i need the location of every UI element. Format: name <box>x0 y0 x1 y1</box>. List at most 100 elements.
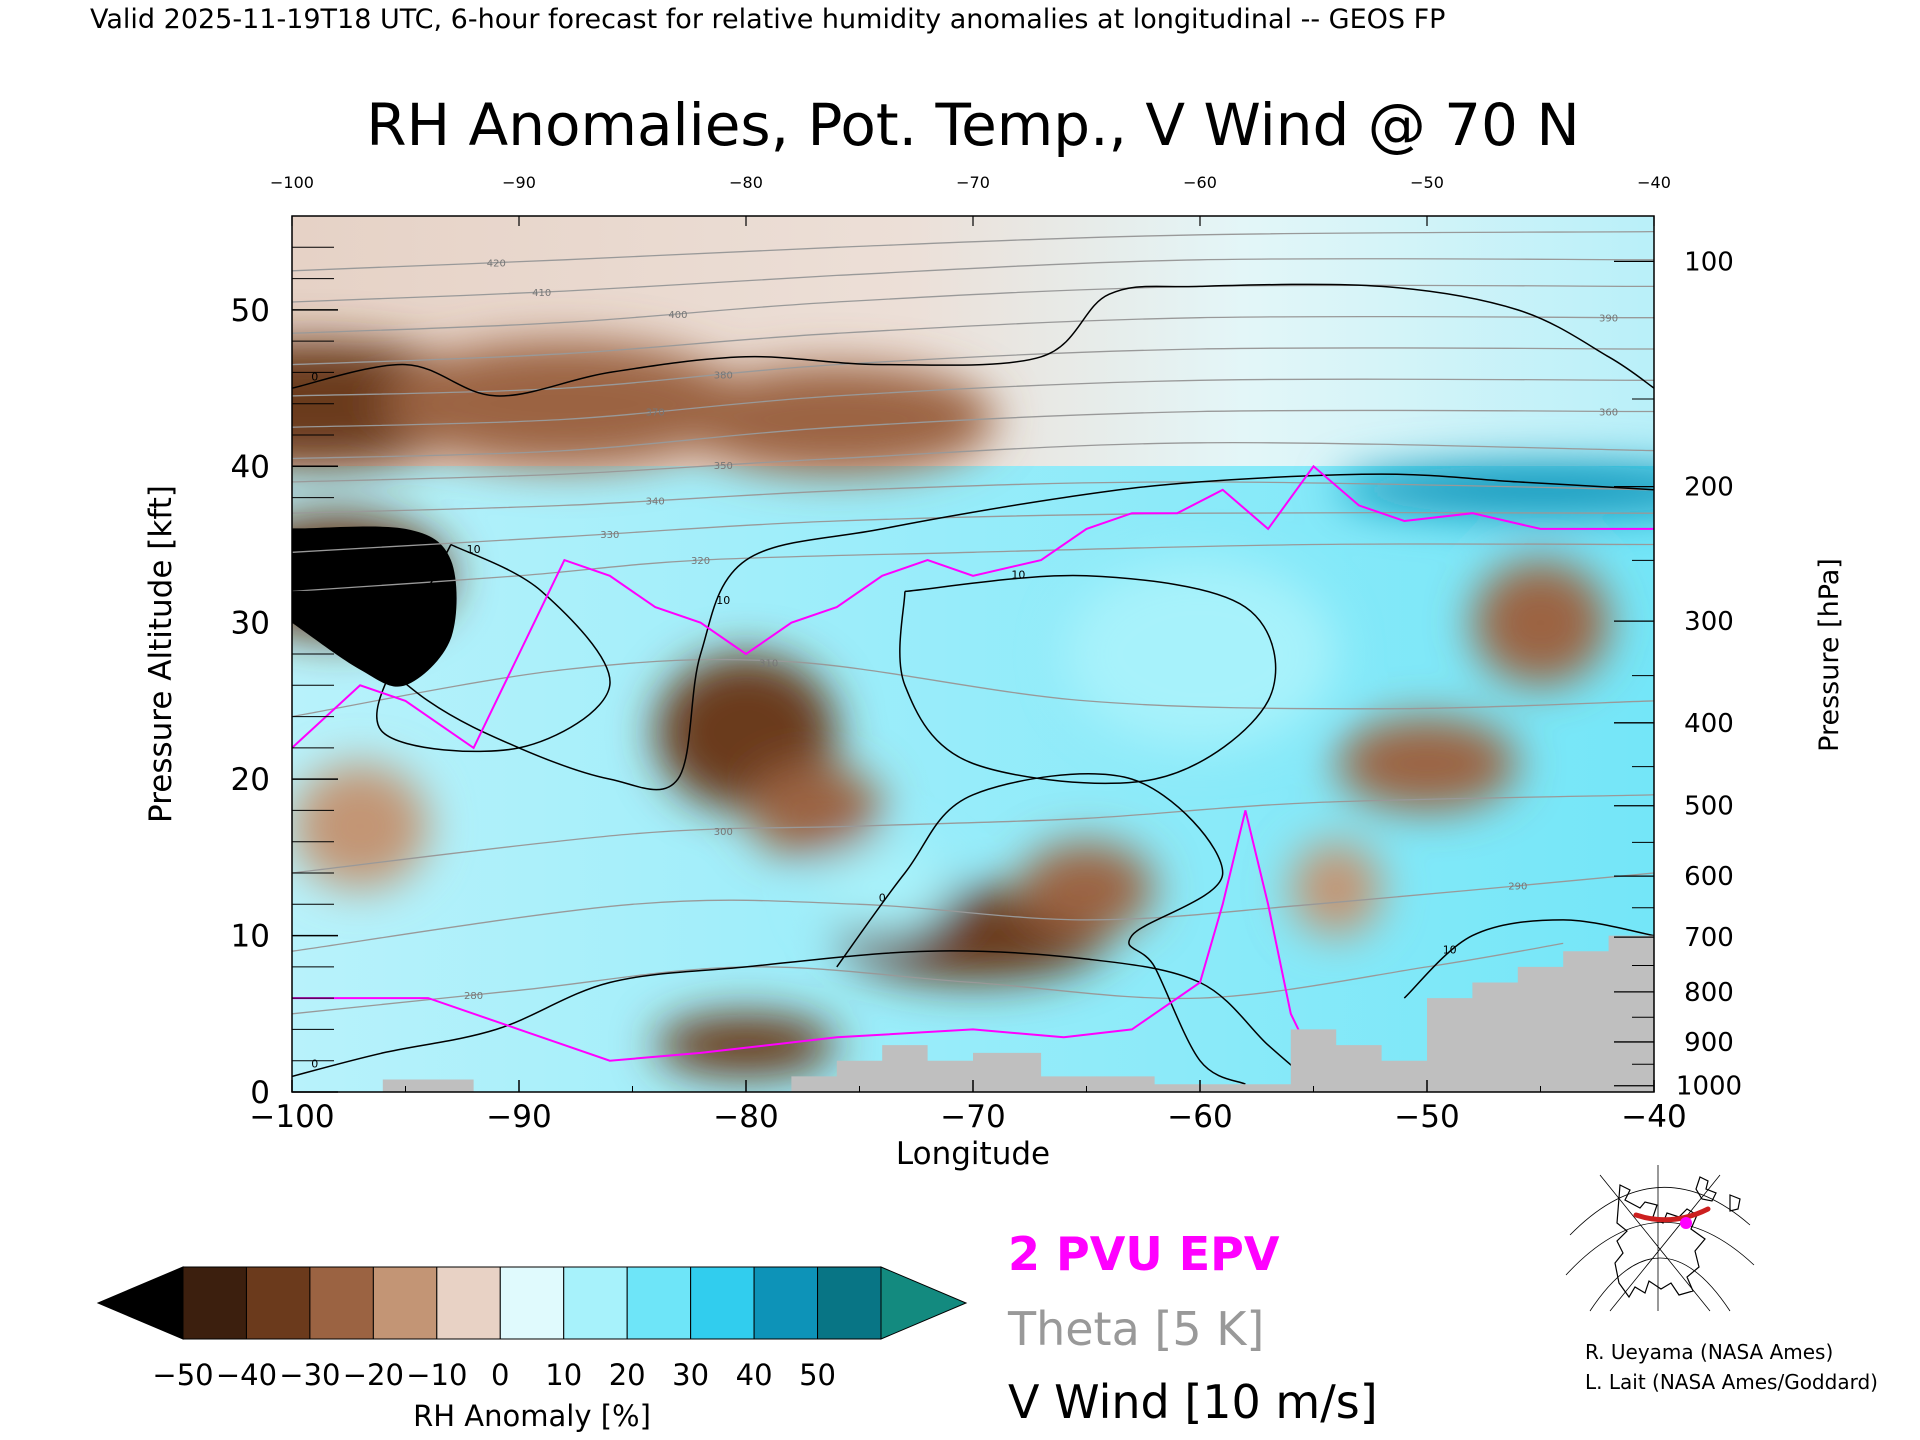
legend-epv: 2 PVU EPV <box>1008 1227 1280 1281</box>
pressure-tick-label: 800 <box>1684 978 1734 1008</box>
colorbar-tick-label: 20 <box>609 1358 646 1392</box>
y-axis-pressure: 100 200 300 400 500 600 700 800 900 1000 <box>1614 247 1742 1102</box>
theta-label-290: 290 <box>1508 882 1527 893</box>
v-wind-contours: 0 10 10 10 0 10 0 <box>292 283 1654 1085</box>
colorbar-bin <box>309 1266 374 1340</box>
x-tick-label: −100 <box>249 1099 334 1135</box>
vwind-contour-4 <box>836 773 1246 1085</box>
map-section-track <box>1633 1206 1711 1223</box>
vwind-label-6: 0 <box>311 1057 318 1070</box>
colorbar-bin <box>563 1266 628 1340</box>
colorbar-tick-label: −40 <box>216 1358 277 1392</box>
theta-label-280: 280 <box>464 991 483 1002</box>
colorbar-bin <box>372 1266 438 1340</box>
theta-contour-420 <box>292 230 1654 272</box>
colorbar-tick-label: 40 <box>736 1358 773 1392</box>
x-axis: −100 −90 −80 −70 −60 −50 −40 <box>249 1080 1687 1135</box>
colorbar-tick-label: 10 <box>545 1358 582 1392</box>
top-tick-label: −70 <box>956 173 990 192</box>
vwind-label-4: 0 <box>879 891 886 904</box>
vwind-contour-1 <box>336 473 1654 791</box>
theta-contour-280 <box>292 942 1564 1015</box>
colorbar-bin <box>182 1266 247 1340</box>
colorbar-bin <box>817 1266 882 1340</box>
x-tick-label: −60 <box>1167 1099 1232 1135</box>
colorbar-bin <box>245 1266 311 1340</box>
theta-contour-350 <box>292 442 1654 483</box>
y-axis-altitude: 0 10 20 30 40 50 <box>231 215 338 1111</box>
theta-label-340: 340 <box>646 497 665 508</box>
y-axis-label: Pressure Altitude [kft] <box>143 485 179 823</box>
y-tick-label: 0 <box>250 1075 270 1111</box>
rh-blob-9 <box>292 763 429 889</box>
y-tick-label: 50 <box>231 293 270 329</box>
rh-blob-13 <box>1336 464 1654 515</box>
rh-blob-11 <box>1472 560 1609 686</box>
terrain-mask <box>292 935 1654 1092</box>
y-tick-label: 40 <box>231 449 270 485</box>
top-tick-label: −60 <box>1183 173 1217 192</box>
theta-label-330: 330 <box>600 530 619 541</box>
pressure-tick-label: 300 <box>1684 607 1734 637</box>
locator-map <box>1560 1165 1756 1312</box>
x-tick-label: −40 <box>1621 1099 1686 1135</box>
vwind-label-5: 10 <box>1443 943 1457 956</box>
theta-label-370: 370 <box>646 408 665 419</box>
valid-line: Valid 2025-11-19T18 UTC, 6-hour forecast… <box>90 4 1445 35</box>
pressure-tick-label: 1000 <box>1676 1072 1742 1102</box>
x-axis-label: Longitude <box>896 1136 1050 1172</box>
vwind-contour-2 <box>376 543 611 753</box>
map-coastlines <box>1614 1176 1741 1299</box>
colorbar-tick-label: −30 <box>279 1358 340 1392</box>
vwind-label-0: 0 <box>311 370 318 383</box>
pressure-axis-label: Pressure [hPa] <box>1814 558 1845 752</box>
theta-contour-310 <box>292 658 1654 718</box>
epv-2pvu-line <box>292 464 1654 750</box>
colorbar: −50 −40 −30 −20 −10 0 10 20 30 40 50 <box>96 1266 968 1392</box>
rh-blob-8 <box>655 1013 837 1077</box>
theta-contour-410 <box>292 257 1654 303</box>
top-axis: −100 −90 −80 −70 −60 −50 −40 <box>270 173 1671 226</box>
colorbar-tick-label: −20 <box>343 1358 404 1392</box>
pressure-tick-label: 700 <box>1684 923 1734 953</box>
top-tick-label: −50 <box>1410 173 1444 192</box>
theta-contour-340 <box>292 481 1654 514</box>
epv-2pvu-contours <box>292 464 1654 1062</box>
theta-label-350: 350 <box>714 461 733 472</box>
plot-area: 280 290 300 310 320 330 340 350 360 370 380 390 400 4… <box>292 216 1654 1092</box>
colorbar-tick-label: 0 <box>491 1358 509 1392</box>
theta-label-420: 420 <box>487 259 506 270</box>
colorbar-tick-label: −10 <box>406 1358 467 1392</box>
theta-contour-320 <box>292 543 1654 593</box>
map-graticule <box>1565 1165 1755 1312</box>
colorbar-bin <box>690 1266 755 1340</box>
epv-2pvu-line-low <box>292 810 1315 1062</box>
theta-contour-330 <box>292 511 1654 553</box>
theta-label-310: 310 <box>759 659 778 670</box>
theta-contour-300 <box>292 794 1654 874</box>
colorbar-bin <box>436 1266 501 1340</box>
x-tick-label: −70 <box>940 1099 1005 1135</box>
y-tick-label: 20 <box>231 762 270 798</box>
theta-label-390: 390 <box>1599 314 1618 325</box>
theta-contour-290 <box>292 872 1654 952</box>
vwind-contour-0 <box>292 283 1654 397</box>
theta-contour-370 <box>292 378 1654 428</box>
theta-label-400: 400 <box>668 310 687 321</box>
x-tick-label: −50 <box>1394 1099 1459 1135</box>
pressure-tick-label: 200 <box>1684 473 1734 503</box>
vwind-label-2: 10 <box>467 543 481 556</box>
colorbar-high-arrow <box>880 1266 968 1340</box>
colorbar-tick-label: −50 <box>152 1358 213 1392</box>
rh-blob-1 <box>382 341 746 467</box>
theta-label-380: 380 <box>714 370 733 381</box>
theta-label-410: 410 <box>532 288 551 299</box>
colorbar-tick-label: 50 <box>799 1358 836 1392</box>
top-tick-label: −100 <box>270 173 314 192</box>
x-tick-label: −80 <box>713 1099 778 1135</box>
y-tick-label: 30 <box>231 606 270 642</box>
pressure-tick-label: 600 <box>1684 862 1734 892</box>
vwind-contour-5 <box>1403 919 1654 999</box>
top-tick-label: −80 <box>729 173 763 192</box>
theta-contour-400 <box>292 284 1654 334</box>
